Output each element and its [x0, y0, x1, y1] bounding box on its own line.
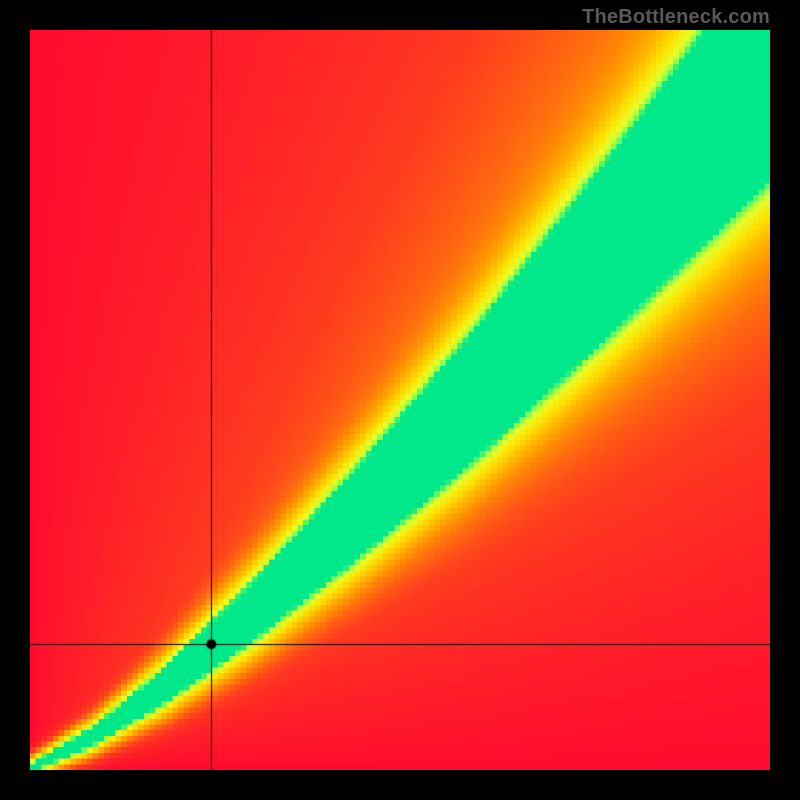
crosshair-overlay [0, 0, 800, 800]
watermark-text: TheBottleneck.com [582, 6, 770, 29]
chart-container: { "watermark": { "text": "TheBottleneck.… [0, 0, 800, 800]
